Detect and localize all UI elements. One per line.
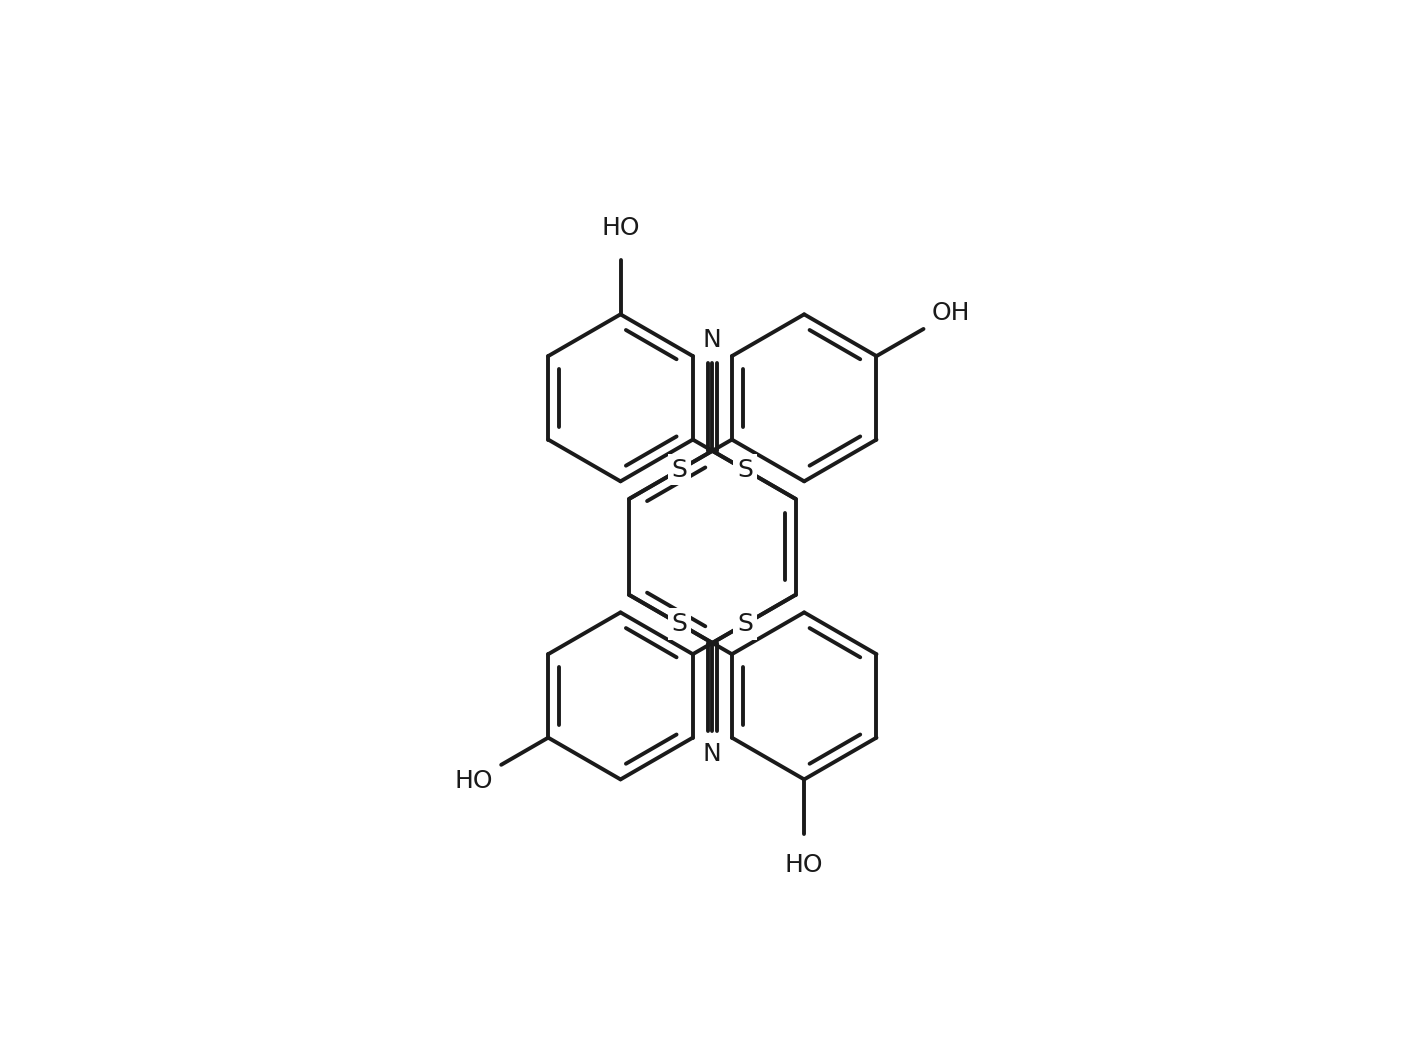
Text: HO: HO bbox=[455, 769, 493, 792]
Text: S: S bbox=[736, 458, 753, 482]
Text: S: S bbox=[736, 612, 753, 636]
Text: S: S bbox=[672, 458, 687, 482]
Text: N: N bbox=[703, 742, 722, 766]
Text: OH: OH bbox=[932, 301, 970, 325]
Text: S: S bbox=[672, 612, 687, 636]
Text: HO: HO bbox=[784, 853, 824, 877]
Text: N: N bbox=[703, 328, 722, 351]
Text: HO: HO bbox=[601, 217, 639, 240]
